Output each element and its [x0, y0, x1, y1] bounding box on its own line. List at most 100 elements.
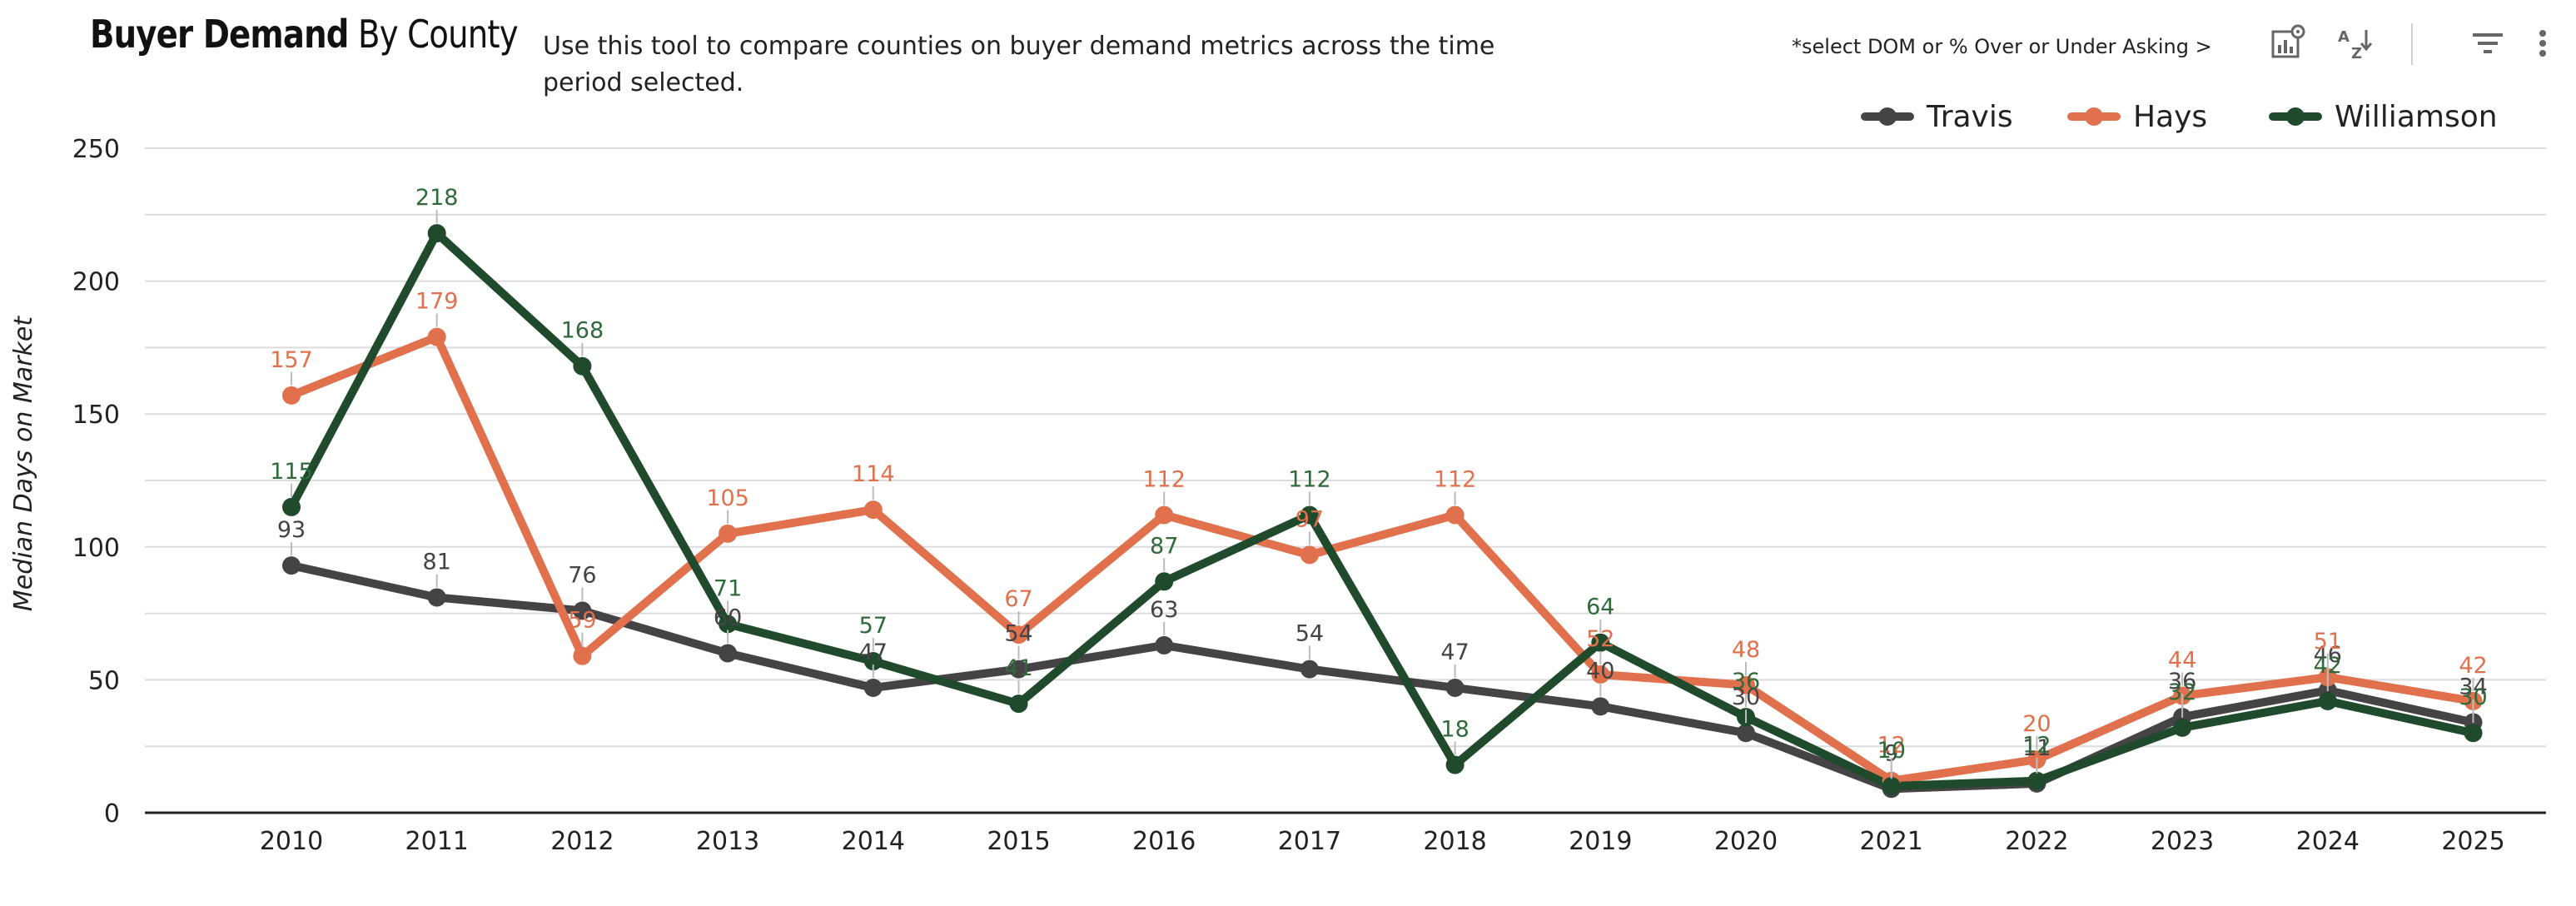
data-label-travis: 63 — [1150, 597, 1178, 623]
x-tick-label: 2010 — [260, 827, 323, 856]
x-tick-label: 2015 — [987, 827, 1050, 856]
header: Buyer Demand By County Use this tool to … — [0, 0, 2576, 117]
data-label-williamson: 168 — [561, 318, 604, 344]
more-vert-icon[interactable] — [2519, 20, 2566, 67]
data-point-travis — [1737, 724, 1755, 743]
data-label-williamson: 57 — [859, 613, 888, 639]
y-tick-label: 250 — [72, 135, 120, 164]
data-point-travis — [427, 588, 446, 607]
data-label-williamson: 71 — [714, 575, 742, 601]
data-point-travis — [1155, 635, 1174, 655]
data-label-williamson: 41 — [1004, 655, 1032, 681]
data-label-travis: 81 — [423, 549, 451, 575]
data-point-williamson — [1591, 633, 1610, 652]
x-tick-label: 2016 — [1132, 827, 1196, 856]
data-point-hays — [1009, 625, 1028, 645]
data-label-hays: 157 — [270, 347, 313, 373]
x-tick-label: 2024 — [2296, 827, 2360, 856]
x-tick-labels: 2010 2011 2012 2013 2014 2015 2016 2017 2018 2019… — [260, 827, 2505, 856]
x-tick-label: 2023 — [2151, 827, 2214, 856]
data-point-travis — [863, 678, 883, 697]
y-axis-label: Median Days on Market — [9, 316, 38, 611]
data-label-hays: 44 — [2168, 648, 2196, 674]
data-point-travis — [573, 601, 592, 620]
data-point-hays — [719, 524, 738, 543]
data-point-hays — [573, 646, 592, 665]
metric-select-hint: *select DOM or % Over or Under Asking > — [1792, 35, 2212, 58]
data-point-travis — [1445, 678, 1465, 697]
legend-marker-hays — [2085, 107, 2103, 126]
data-point-williamson — [2027, 771, 2046, 790]
y-tick-label: 150 — [72, 401, 120, 430]
data-point-hays — [1591, 665, 1610, 684]
x-tick-label: 2019 — [1569, 827, 1632, 856]
data-label-williamson: 32 — [2168, 680, 2196, 705]
filter-icon[interactable] — [2464, 20, 2511, 67]
legend-marker-williamson — [2286, 107, 2305, 126]
data-point-williamson — [719, 615, 738, 634]
x-tick-label: 2021 — [1860, 827, 1923, 856]
data-label-hays: 112 — [1142, 466, 1186, 492]
legend-label-williamson: Williamson — [2335, 100, 2498, 134]
data-label-williamson: 64 — [1586, 595, 1614, 620]
data-point-hays — [1737, 675, 1755, 694]
data-label-hays: 20 — [2022, 711, 2051, 737]
series-line-hays — [287, 332, 2478, 785]
x-tick-label: 2014 — [842, 827, 905, 856]
x-tick-label: 2022 — [2005, 827, 2068, 856]
data-label-travis: 93 — [277, 517, 306, 543]
data-point-williamson — [2173, 718, 2192, 737]
data-label-williamson: 115 — [270, 459, 313, 485]
data-point-hays — [863, 500, 883, 520]
legend-marker-travis — [1878, 107, 1897, 126]
page-description: Use this tool to compare counties on buy… — [543, 32, 1495, 97]
y-tick-labels: 0 50 100 150 200 250 — [72, 135, 120, 829]
series-line-travis — [287, 561, 2478, 794]
data-point-travis — [1591, 697, 1610, 716]
data-point-travis — [719, 644, 738, 663]
data-point-hays — [1445, 505, 1465, 525]
data-label-hays: 179 — [415, 289, 459, 315]
sort-az-icon[interactable]: A Z — [2331, 20, 2378, 67]
data-label-williamson: 12 — [2022, 733, 2051, 759]
y-tick-label: 200 — [72, 268, 120, 297]
data-label-hays: 97 — [1295, 506, 1324, 532]
chart-settings-icon[interactable] — [2265, 20, 2311, 67]
legend-label-travis: Travis — [1926, 100, 2013, 134]
x-tick-label: 2017 — [1278, 827, 1341, 856]
data-label-hays: 48 — [1732, 637, 1760, 663]
data-label-hays: 67 — [1004, 586, 1032, 612]
data-label-williamson: 87 — [1150, 533, 1178, 559]
data-point-williamson — [282, 497, 301, 516]
x-tick-label: 2025 — [2441, 827, 2504, 856]
data-label-williamson: 112 — [1288, 466, 1331, 492]
series-line-williamson — [287, 229, 2478, 791]
data-point-williamson — [1882, 777, 1901, 796]
legend-label-hays: Hays — [2133, 100, 2207, 134]
data-label-hays: 42 — [2459, 653, 2487, 679]
data-label-travis: 54 — [1004, 621, 1032, 647]
title-bold: Buyer Demand — [90, 12, 349, 57]
toolbar-divider — [2411, 23, 2413, 65]
x-tick-label: 2011 — [405, 827, 469, 856]
x-tick-label: 2018 — [1423, 827, 1486, 856]
data-label-williamson: 18 — [1440, 717, 1469, 743]
data-point-travis — [1300, 660, 1319, 679]
data-label-williamson: 30 — [2459, 684, 2487, 710]
data-point-travis — [1009, 660, 1028, 679]
svg-text:Z: Z — [2351, 45, 2362, 62]
data-label-travis: 76 — [568, 562, 596, 588]
title-rest: By County — [348, 12, 519, 57]
data-label-travis: 54 — [1295, 621, 1324, 647]
data-point-hays — [1300, 545, 1319, 565]
data-point-hays — [1155, 505, 1174, 525]
y-tick-label: 0 — [104, 799, 120, 829]
data-point-williamson — [1445, 755, 1465, 774]
data-point-williamson — [2318, 691, 2337, 710]
data-label-hays: 112 — [1434, 466, 1477, 492]
y-tick-label: 50 — [88, 666, 120, 695]
x-tick-label: 2020 — [1714, 827, 1778, 856]
data-point-hays — [282, 386, 301, 405]
